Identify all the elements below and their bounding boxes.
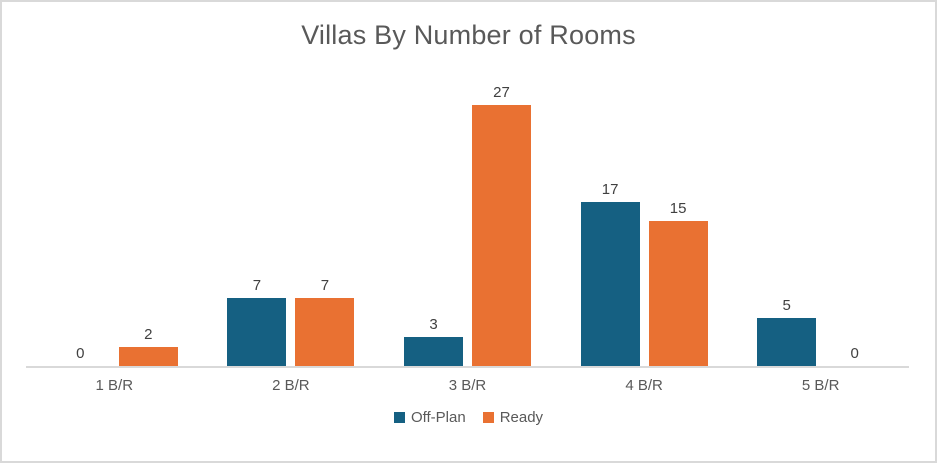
bar-off-plan	[227, 298, 287, 366]
bar-ready	[648, 221, 708, 366]
bar-wrap: 7	[227, 277, 287, 366]
value-label: 27	[493, 84, 510, 101]
value-label: 7	[252, 277, 262, 294]
bar-wrap: 7	[295, 277, 355, 366]
bar-ready	[118, 347, 178, 366]
value-label: 2	[144, 326, 153, 343]
legend-label: Off-Plan	[410, 409, 466, 426]
legend-swatch	[482, 412, 494, 423]
bar-group-4-b-r: 17 15	[556, 52, 733, 366]
value-label: 3	[429, 316, 438, 333]
x-axis-labels: 1 B/R 2 B/R 3 B/R 4 B/R 5 B/R	[26, 368, 909, 394]
bar-wrap: 27	[471, 84, 531, 366]
value-label: 5	[782, 297, 791, 314]
legend: Off-Plan Ready	[2, 409, 935, 426]
x-axis-label: 4 B/R	[625, 377, 663, 394]
x-axis-label: 2 B/R	[272, 377, 310, 394]
value-label: 0	[850, 345, 859, 362]
bar-group-3-b-r: 3 27	[379, 52, 556, 366]
value-label: 7	[320, 277, 330, 294]
chart-title: Villas By Number of Rooms	[301, 20, 636, 50]
x-axis-label: 5 B/R	[801, 377, 840, 394]
bar-wrap: 0	[825, 345, 884, 366]
x-axis-label: 1 B/R	[95, 377, 134, 394]
bar-off-plan	[580, 202, 640, 366]
bar-wrap: 3	[403, 316, 463, 366]
bar-ready	[295, 298, 355, 366]
value-label: 15	[669, 200, 687, 217]
legend-label: Ready	[499, 409, 544, 426]
bar-off-plan	[757, 318, 817, 366]
legend-swatch	[393, 412, 405, 423]
bar-off-plan	[403, 337, 463, 366]
legend-item-off-plan: Off-Plan	[393, 409, 466, 426]
bar-wrap: 5	[757, 297, 817, 366]
value-label: 17	[601, 181, 619, 198]
plot-area: 0 2 7 7 3 27 17 15 5 0	[26, 52, 909, 368]
x-axis-label: 3 B/R	[448, 377, 487, 394]
value-label: 0	[76, 345, 85, 362]
bar-wrap: 15	[648, 200, 708, 366]
bar-wrap: 17	[580, 181, 640, 366]
bar-wrap: 2	[118, 326, 178, 366]
bar-wrap: 0	[51, 345, 110, 366]
legend-item-ready: Ready	[482, 409, 544, 426]
bar-ready	[471, 105, 531, 366]
